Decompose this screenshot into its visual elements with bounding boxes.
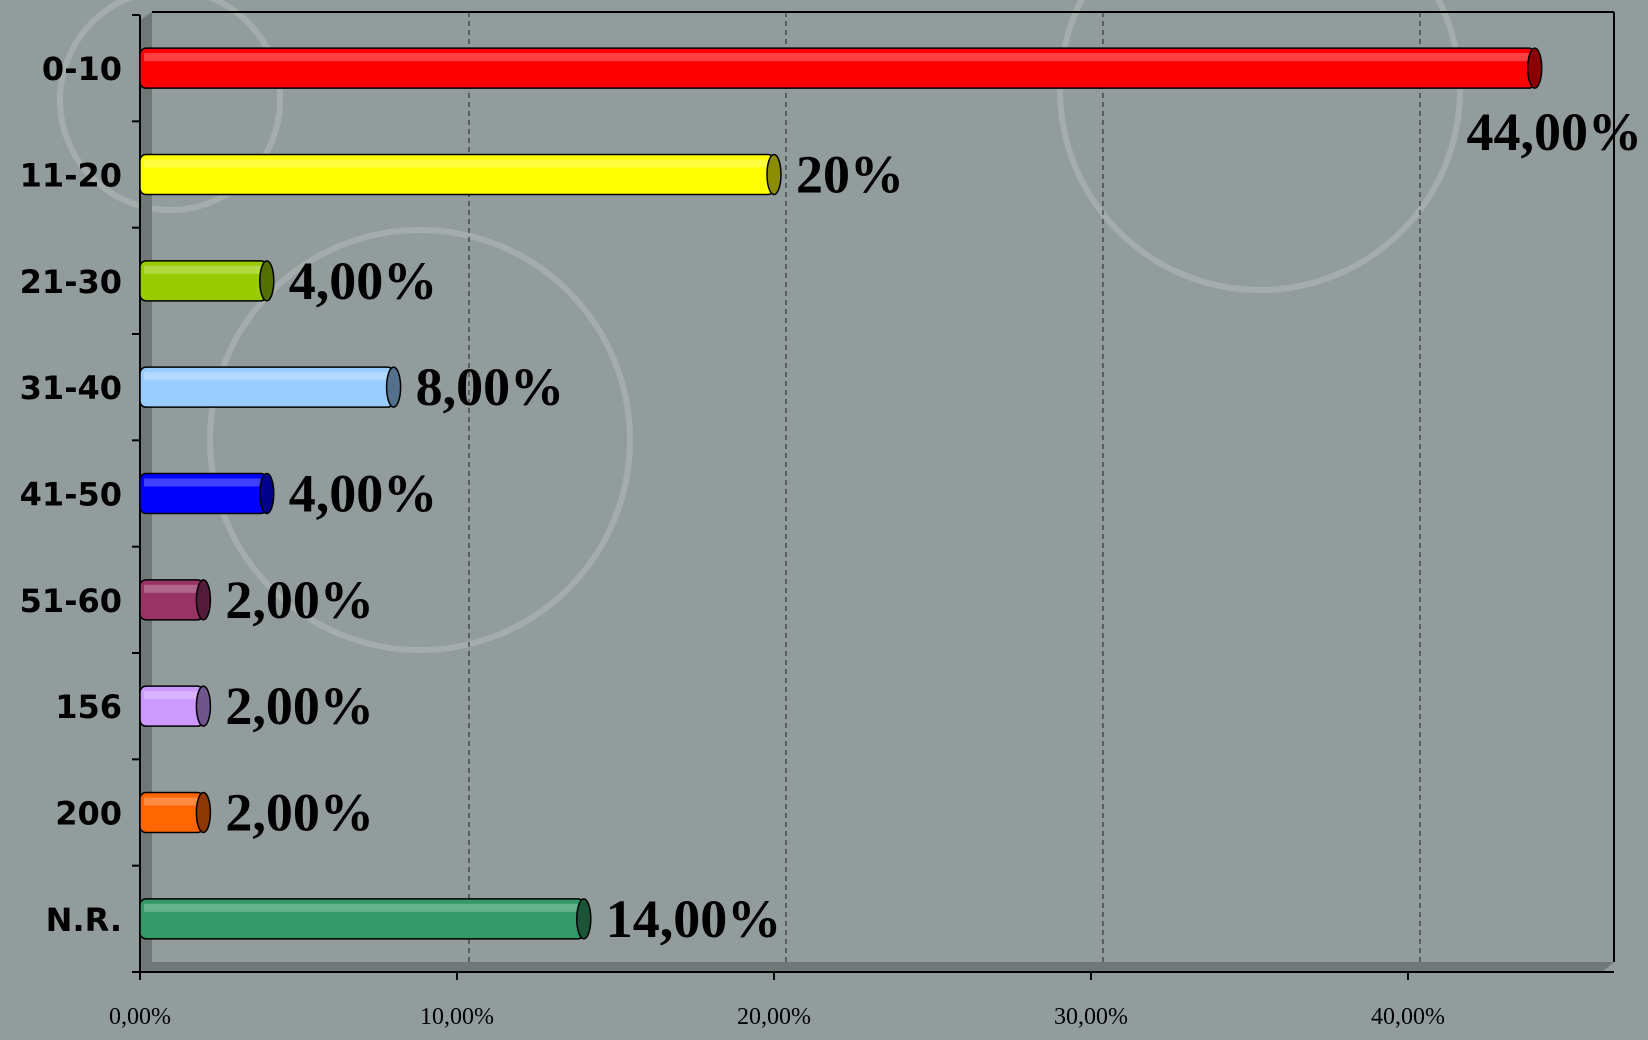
bar-highlight (144, 584, 200, 593)
bar-highlight (144, 478, 263, 487)
x-tick-label: 40,00% (1371, 1004, 1445, 1030)
decoration (57, 0, 1463, 653)
y-tick-label: 0-10 (42, 50, 122, 88)
bar-highlight (144, 265, 263, 274)
y-tick-label: 51-60 (20, 582, 122, 620)
bar-cap (195, 579, 212, 621)
bar-highlight (144, 159, 770, 168)
bar-cap (766, 153, 782, 196)
floor (140, 962, 1614, 972)
y-tick-label: N.R. (46, 901, 122, 939)
value-label: 20% (796, 145, 904, 205)
x-tick-label: 20,00% (737, 1004, 811, 1030)
y-tick-label: 156 (55, 688, 122, 726)
bar-highlight (144, 53, 1531, 62)
x-tick-label: 0,00% (109, 1004, 171, 1030)
bar-cap (195, 791, 212, 834)
y-tick-label: 11-20 (20, 157, 122, 195)
x-tick-label: 10,00% (420, 1004, 494, 1030)
value-label: 14,00% (606, 889, 782, 949)
value-label: 4,00% (289, 464, 438, 524)
bar-cap (259, 472, 275, 515)
y-tick-label: 200 (55, 795, 122, 833)
value-label: 2,00% (225, 676, 373, 736)
bar-highlight (144, 372, 390, 381)
bar-cap (1527, 47, 1543, 89)
bar-highlight (144, 903, 580, 912)
value-label: 44,00% (1467, 102, 1643, 162)
bar-cap (385, 366, 402, 408)
value-label: 2,00% (225, 570, 373, 630)
x-tick-label: 30,00% (1054, 1004, 1128, 1030)
value-label: 8,00% (416, 357, 565, 417)
bar-highlight (144, 797, 200, 806)
bar-cap (259, 260, 275, 302)
bar-highlight (144, 691, 200, 700)
y-tick-label: 41-50 (20, 476, 122, 514)
value-label: 4,00% (289, 251, 438, 311)
bar-cap (576, 898, 592, 940)
bar-cap (195, 685, 212, 727)
value-label: 2,00% (225, 783, 373, 843)
y-tick-label: 31-40 (20, 369, 122, 407)
y-tick-label: 21-30 (20, 263, 122, 301)
